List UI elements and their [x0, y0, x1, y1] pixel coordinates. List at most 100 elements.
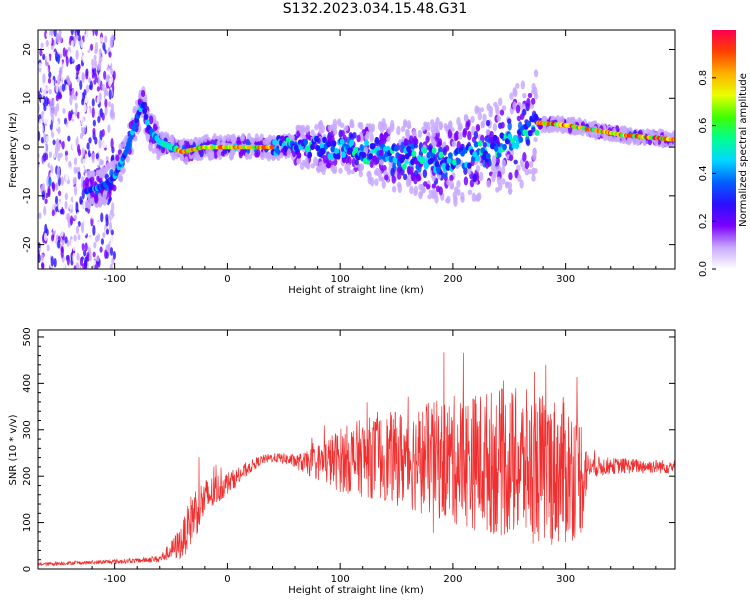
- spectrogram-xlabel: Height of straight line (km): [288, 285, 424, 296]
- spectrogram-cell: [73, 214, 78, 221]
- spectrogram-cell: [96, 221, 100, 228]
- spectrogram-ridge-cell: [434, 161, 440, 168]
- spectrogram-cell: [621, 135, 626, 145]
- spectrogram-cell: [93, 59, 98, 71]
- spectrogram-cell: [101, 251, 105, 260]
- spectrogram-cell: [45, 135, 49, 144]
- spectrogram-cell: [71, 66, 75, 75]
- spectrogram-cell: [607, 135, 613, 142]
- spectrogram-ridge-cell: [488, 136, 494, 144]
- spectrogram-cell: [301, 159, 306, 166]
- spectrogram-cell: [365, 130, 370, 139]
- spectrogram-cell: [286, 148, 292, 158]
- spectrogram-cell: [45, 144, 49, 154]
- spectrogram-ridge-cell: [492, 134, 498, 142]
- spectrogram-cell: [77, 120, 81, 132]
- spectrogram-cell: [60, 226, 64, 238]
- spectrogram-cell: [89, 143, 93, 155]
- spectrogram-cell: [542, 115, 548, 123]
- spectrogram-cell: [498, 97, 503, 107]
- spectrogram-cell: [562, 126, 568, 132]
- spectrogram-cell: [69, 179, 73, 191]
- spectrogram-ridge-cell: [475, 155, 480, 162]
- spectrogram-cell: [430, 119, 435, 126]
- spectrogram-cell: [72, 105, 76, 113]
- spectrogram-cell: [220, 140, 226, 147]
- spectrogram-cell: [205, 147, 210, 157]
- spectrogram-cell: [112, 184, 117, 192]
- spectrogram-cell: [77, 131, 81, 138]
- spectrogram-cell: [59, 66, 63, 77]
- spectrogram-ridge-cell: [330, 146, 336, 153]
- spectrogram-ridge-cell: [274, 147, 280, 154]
- spectrogram-cell: [254, 150, 259, 158]
- spectrogram-cell: [57, 247, 61, 258]
- spectrogram-cell: [229, 148, 235, 157]
- spectrogram-ridge-cell: [307, 151, 313, 159]
- spectrogram-cell: [100, 212, 104, 223]
- spectrogram-ridge-cell: [392, 156, 398, 164]
- spectrogram-cell: [56, 32, 60, 44]
- spectrogram-cell: [397, 171, 402, 180]
- spectrogram-cell: [458, 122, 463, 131]
- spectrogram-cell: [81, 243, 85, 251]
- spectrogram-cell: [49, 98, 53, 109]
- spectrogram-cell: [71, 88, 75, 100]
- spectrogram-ridge-cell: [518, 136, 524, 143]
- spectrogram-xtick-label: 100: [331, 274, 350, 285]
- spectrogram-cell: [472, 173, 477, 183]
- spectrogram-cell: [107, 124, 111, 133]
- spectrogram-ridge-cell: [400, 154, 406, 161]
- spectrogram-cell: [69, 56, 73, 65]
- spectrogram-cell: [75, 262, 79, 269]
- spectrogram-cell: [519, 179, 524, 189]
- colorbar: 0.0 0.2 0.4 0.6 0.8 Normalized spectral ampl…: [698, 30, 749, 277]
- spectrogram-cell: [438, 186, 443, 196]
- spectrogram-cell: [391, 175, 396, 184]
- spectrogram-cell: [46, 244, 50, 252]
- spectrogram-cell: [83, 120, 87, 129]
- spectrogram-cell: [110, 109, 115, 120]
- spectrogram-cell: [104, 57, 108, 70]
- spectrogram-cell: [213, 149, 219, 159]
- spectrogram-cell: [374, 137, 380, 145]
- spectrogram-cell: [48, 88, 52, 95]
- spectrogram-cell: [41, 174, 45, 183]
- spectrogram-ridge-cell: [339, 138, 345, 145]
- spectrogram-cell: [85, 84, 90, 94]
- spectrogram-cell: [417, 175, 422, 182]
- spectrogram-cell: [265, 137, 270, 145]
- spectrogram-cell: [425, 135, 430, 143]
- spectrogram-cell: [421, 187, 426, 194]
- spectrogram-ridge-cell: [473, 141, 479, 148]
- spectrogram-cell: [78, 184, 82, 196]
- spectrogram-cell: [449, 180, 454, 190]
- spectrogram-cell: [469, 179, 475, 188]
- spectrogram-cell: [446, 195, 451, 204]
- spectrogram-cell: [367, 122, 373, 132]
- spectrogram-cell: [66, 102, 70, 111]
- spectrogram-cell: [55, 120, 59, 130]
- spectrogram-cell: [77, 148, 82, 157]
- spectrogram-cell: [100, 238, 105, 245]
- spectrogram-cell: [60, 247, 64, 259]
- spectrogram-cell: [87, 226, 91, 236]
- spectrogram-cell: [460, 192, 465, 201]
- spectrogram-cell: [88, 254, 92, 262]
- spectrogram-cell: [501, 178, 506, 185]
- spectrogram-cell: [447, 128, 453, 139]
- spectrogram-cell: [148, 115, 154, 125]
- spectrogram-cell: [73, 149, 77, 159]
- spectrogram-cell: [356, 134, 361, 143]
- spectrogram-ridge-cell: [438, 151, 444, 159]
- spectrogram-cell: [93, 241, 97, 249]
- spectrogram-cell: [45, 65, 49, 77]
- spectrogram-cell: [75, 201, 79, 213]
- spectrogram-cell: [104, 249, 108, 260]
- spectrogram-cell: [75, 225, 80, 235]
- spectrogram-cell: [327, 134, 332, 142]
- spectrogram-cell: [496, 115, 502, 122]
- spectrogram-cell: [39, 77, 43, 83]
- spectrogram-cell: [413, 143, 419, 149]
